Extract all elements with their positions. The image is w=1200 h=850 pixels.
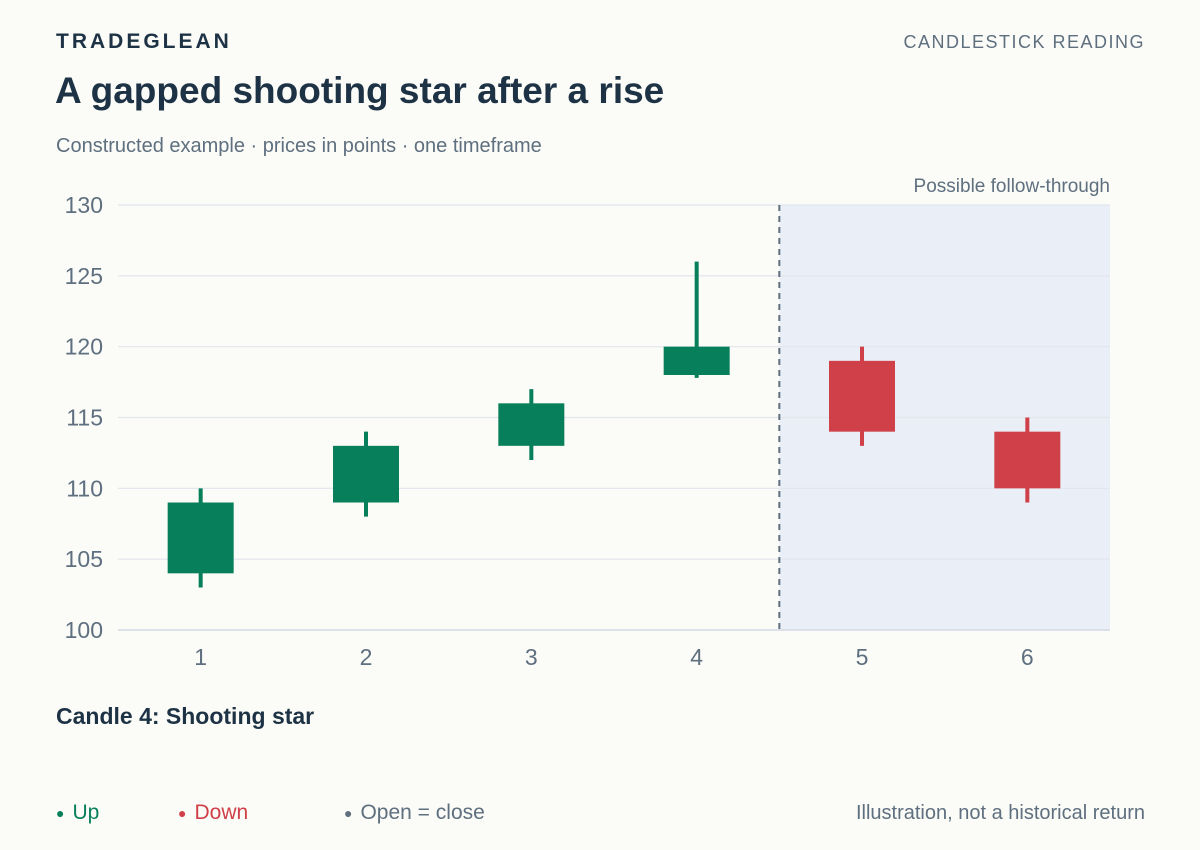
brand-logo: TRADEGLEAN xyxy=(56,30,232,53)
y-tick-label: 115 xyxy=(66,405,103,431)
legend-up-label: Up xyxy=(72,801,100,824)
x-axis: 1 2 3 4 5 6 xyxy=(194,644,1033,670)
y-tick-label: 105 xyxy=(65,546,103,572)
y-tick-label: 125 xyxy=(65,263,103,289)
grid-lines xyxy=(118,204,1110,631)
candle-body xyxy=(663,346,730,375)
section-kicker: CANDLESTICK READING xyxy=(903,32,1145,52)
y-tick-label: 110 xyxy=(66,475,103,501)
down-dot-icon: ● xyxy=(178,805,187,821)
up-dot-icon: ● xyxy=(56,805,65,821)
candle xyxy=(333,431,399,517)
legend: ● Up ● Down ● Open = close xyxy=(56,801,485,825)
y-tick-label: 130 xyxy=(65,192,103,218)
legend-down-label: Down xyxy=(194,801,249,824)
x-tick-label: 6 xyxy=(1021,644,1034,670)
x-tick-label: 3 xyxy=(525,644,538,670)
legend-flat-label: Open = close xyxy=(360,801,485,824)
candle xyxy=(994,417,1061,503)
candle-body xyxy=(333,445,399,503)
candle-body xyxy=(994,431,1061,489)
candle-body xyxy=(167,502,234,574)
follow-through-label: Possible follow-through xyxy=(914,176,1110,197)
x-tick-label: 5 xyxy=(856,644,869,670)
flat-dot-icon: ● xyxy=(344,805,353,821)
x-tick-label: 2 xyxy=(360,644,373,670)
candle xyxy=(498,389,565,460)
legend-down: ● Down xyxy=(178,801,344,825)
legend-flat: ● Open = close xyxy=(344,801,485,825)
candles xyxy=(167,261,1061,588)
y-tick-label: 100 xyxy=(65,617,103,643)
candle xyxy=(167,488,234,588)
legend-up: ● Up xyxy=(56,801,178,825)
x-tick-label: 1 xyxy=(194,644,207,670)
candle-body xyxy=(829,360,895,432)
candle-body xyxy=(498,403,565,446)
y-tick-label: 120 xyxy=(65,334,103,360)
disclaimer-note: Illustration, not a historical return xyxy=(855,802,1145,824)
y-axis: 100 105 110 115 120 125 130 xyxy=(65,192,103,643)
x-tick-label: 4 xyxy=(690,644,703,670)
chart-title: A gapped shooting star after a rise xyxy=(55,70,665,111)
candle xyxy=(663,261,730,378)
chart-subtitle: Constructed example · prices in points ·… xyxy=(56,135,542,157)
candle xyxy=(829,346,895,446)
pattern-annotation: Candle 4: Shooting star xyxy=(56,703,315,729)
